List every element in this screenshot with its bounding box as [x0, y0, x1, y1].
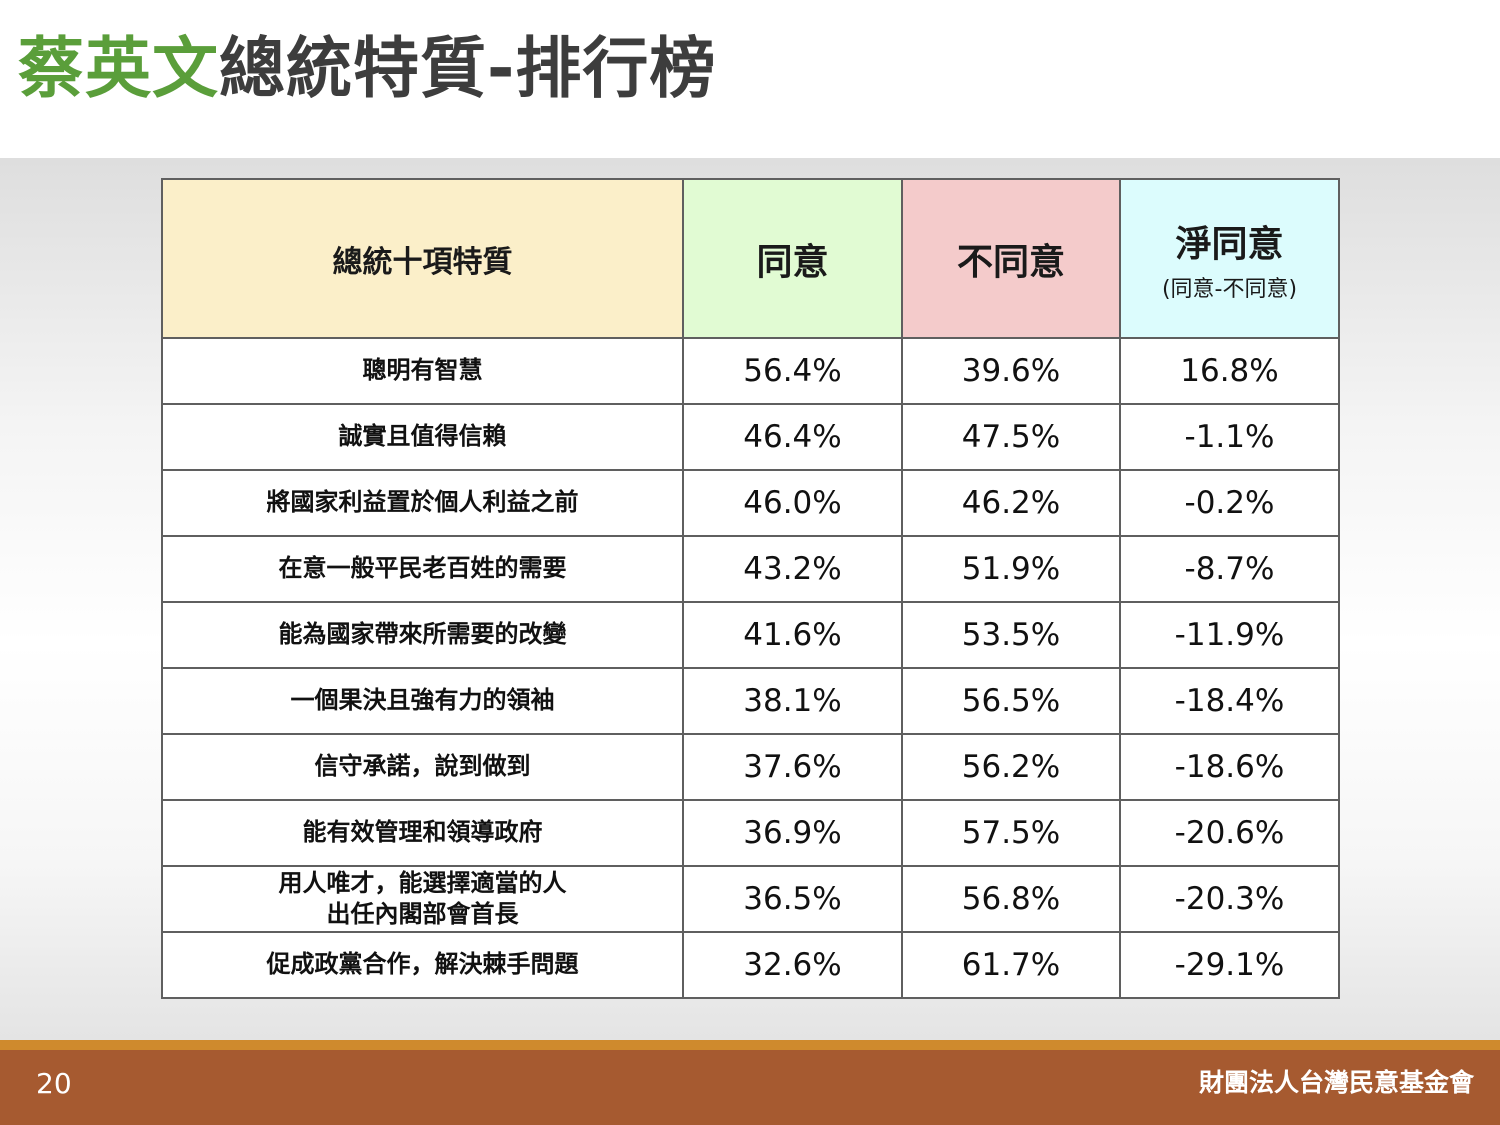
agree-cell: 56.4%: [682, 337, 903, 405]
net-cell: -20.6%: [1119, 799, 1340, 867]
table-row: 將國家利益置於個人利益之前 46.0% 46.2% -0.2%: [161, 469, 1340, 537]
agree-cell: 36.5%: [682, 865, 903, 933]
agree-cell: 37.6%: [682, 733, 903, 801]
agree-cell: 46.4%: [682, 403, 903, 471]
table-row: 在意一般平民老百姓的需要 43.2% 51.9% -8.7%: [161, 535, 1340, 603]
table-row: 能有效管理和領導政府 36.9% 57.5% -20.6%: [161, 799, 1340, 867]
table-row: 信守承諾，說到做到 37.6% 56.2% -18.6%: [161, 733, 1340, 801]
disagree-cell: 57.5%: [901, 799, 1121, 867]
disagree-cell: 61.7%: [901, 931, 1121, 999]
agree-cell: 43.2%: [682, 535, 903, 603]
disagree-cell: 56.5%: [901, 667, 1121, 735]
footer-bar: [0, 1050, 1500, 1125]
table-row: 聰明有智慧 56.4% 39.6% 16.8%: [161, 337, 1340, 405]
agree-cell: 36.9%: [682, 799, 903, 867]
agree-cell: 46.0%: [682, 469, 903, 537]
table-row: 促成政黨合作，解決棘手問題 32.6% 61.7% -29.1%: [161, 931, 1340, 999]
trait-cell: 誠實且值得信賴: [161, 403, 684, 471]
organization-name: 財團法人台灣民意基金會: [1198, 1068, 1474, 1097]
trait-cell: 能有效管理和領導政府: [161, 799, 684, 867]
disagree-cell: 56.8%: [901, 865, 1121, 933]
table-row: 一個果決且強有力的領袖 38.1% 56.5% -18.4%: [161, 667, 1340, 735]
table-row: 誠實且值得信賴 46.4% 47.5% -1.1%: [161, 403, 1340, 471]
traits-table: 總統十項特質 同意 不同意 淨同意 (同意-不同意) 聰明有智慧 56.4% 39.…: [161, 178, 1340, 999]
agree-cell: 32.6%: [682, 931, 903, 999]
trait-cell: 用人唯才，能選擇適當的人 出任內閣部會首長: [161, 865, 684, 933]
disagree-cell: 51.9%: [901, 535, 1121, 603]
trait-cell: 在意一般平民老百姓的需要: [161, 535, 684, 603]
disagree-cell: 47.5%: [901, 403, 1121, 471]
trait-cell: 能為國家帶來所需要的改變: [161, 601, 684, 669]
slide-title-highlight: 蔡英文: [18, 30, 219, 107]
table-row: 用人唯才，能選擇適當的人 出任內閣部會首長 36.5% 56.8% -20.3%: [161, 865, 1340, 933]
table-header-row: 總統十項特質 同意 不同意 淨同意 (同意-不同意): [161, 178, 1340, 339]
title-bar: 蔡英文總統特質-排行榜: [0, 0, 1500, 158]
trait-cell: 將國家利益置於個人利益之前: [161, 469, 684, 537]
table-row: 能為國家帶來所需要的改變 41.6% 53.5% -11.9%: [161, 601, 1340, 669]
agree-cell: 41.6%: [682, 601, 903, 669]
disagree-cell: 53.5%: [901, 601, 1121, 669]
header-disagree: 不同意: [901, 178, 1121, 339]
net-cell: 16.8%: [1119, 337, 1340, 405]
net-cell: -29.1%: [1119, 931, 1340, 999]
net-cell: -0.2%: [1119, 469, 1340, 537]
trait-cell: 一個果決且強有力的領袖: [161, 667, 684, 735]
trait-cell: 促成政黨合作，解決棘手問題: [161, 931, 684, 999]
header-agree: 同意: [682, 178, 903, 339]
net-cell: -11.9%: [1119, 601, 1340, 669]
header-net-sublabel: (同意-不同意): [1161, 276, 1298, 302]
trait-cell: 信守承諾，說到做到: [161, 733, 684, 801]
disagree-cell: 39.6%: [901, 337, 1121, 405]
table-body: 聰明有智慧 56.4% 39.6% 16.8% 誠實且值得信賴 46.4% 47.5% -1.…: [161, 337, 1340, 999]
disagree-cell: 46.2%: [901, 469, 1121, 537]
net-cell: -20.3%: [1119, 865, 1340, 933]
header-net: 淨同意 (同意-不同意): [1119, 178, 1340, 339]
header-net-label: 淨同意: [1175, 223, 1284, 265]
net-cell: -18.4%: [1119, 667, 1340, 735]
disagree-cell: 56.2%: [901, 733, 1121, 801]
page-number: 20: [36, 1067, 72, 1100]
net-cell: -18.6%: [1119, 733, 1340, 801]
header-trait: 總統十項特質: [161, 178, 684, 339]
agree-cell: 38.1%: [682, 667, 903, 735]
footer-accent-line: [0, 1040, 1500, 1050]
net-cell: -1.1%: [1119, 403, 1340, 471]
slide-title: 蔡英文總統特質-排行榜: [18, 36, 716, 102]
net-cell: -8.7%: [1119, 535, 1340, 603]
trait-cell: 聰明有智慧: [161, 337, 684, 405]
slide-title-rest: 總統特質-排行榜: [219, 30, 717, 107]
